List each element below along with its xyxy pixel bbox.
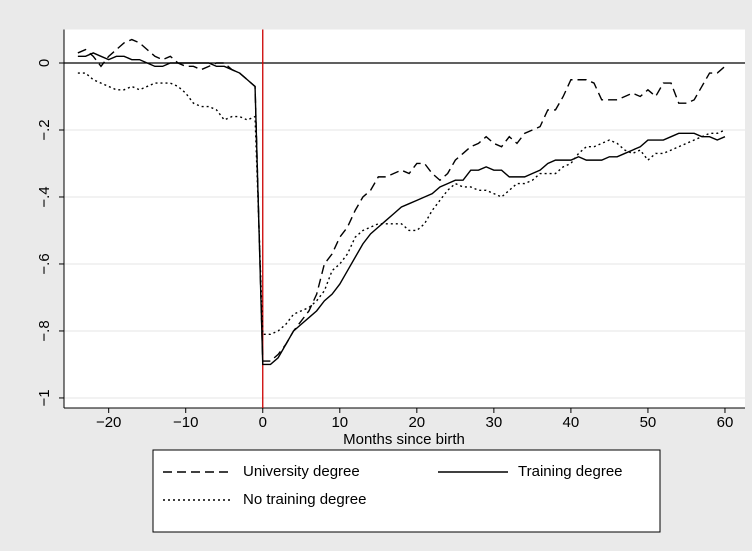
x-tick-label: 30 bbox=[486, 414, 503, 431]
y-tick-label: −.2 bbox=[36, 119, 53, 140]
legend-box bbox=[152, 449, 661, 533]
x-tick-label: 10 bbox=[331, 414, 348, 431]
y-tick-label: −1 bbox=[36, 389, 53, 406]
x-tick-label: 40 bbox=[563, 414, 580, 431]
y-tick-label: 0 bbox=[36, 59, 53, 67]
x-tick-label: 50 bbox=[640, 414, 657, 431]
legend-label: Training degree bbox=[518, 463, 623, 480]
x-tick-label: −10 bbox=[173, 414, 198, 431]
y-tick-label: −.8 bbox=[36, 320, 53, 341]
legend-label: No training degree bbox=[243, 491, 366, 508]
plot-area bbox=[64, 29, 745, 408]
series-line bbox=[77, 52, 726, 366]
legend-label: University degree bbox=[243, 463, 360, 480]
x-tick-label: 60 bbox=[717, 414, 734, 431]
x-axis-title: Months since birth bbox=[343, 431, 465, 448]
y-tick-label: −.6 bbox=[36, 253, 53, 274]
x-tick-label: −20 bbox=[96, 414, 121, 431]
series-line bbox=[77, 72, 726, 336]
x-tick-label: 20 bbox=[408, 414, 425, 431]
y-tick-label: −.4 bbox=[36, 186, 53, 207]
x-tick-label: 0 bbox=[259, 414, 267, 431]
